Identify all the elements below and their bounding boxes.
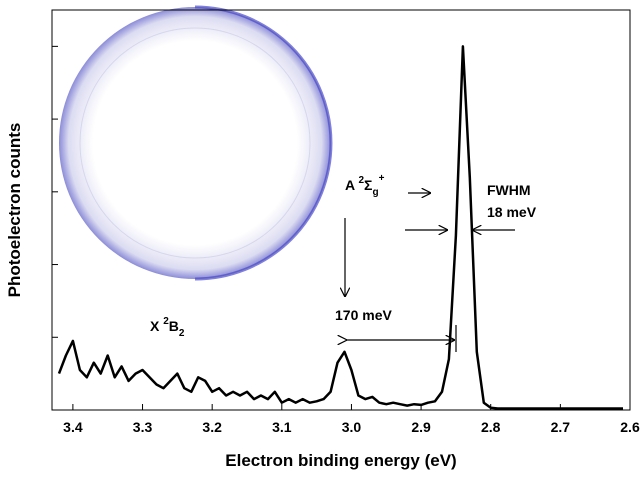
x-tick-label: 2.8 [481,419,501,435]
x-tick-label: 2.6 [620,419,640,435]
x-tick-label: 2.7 [551,419,571,435]
x-tick-label: 3.3 [133,419,153,435]
annotation: 18 meV [487,204,537,220]
annotation: FWHM [487,182,531,198]
x-tick-label: 3.2 [202,419,222,435]
annotation: 170 meV [335,307,392,323]
inset-image [59,7,331,279]
state-label: X 2B2 [150,316,185,339]
x-axis-label: Electron binding energy (eV) [225,451,456,470]
x-tick-label: 3.0 [342,419,362,435]
x-tick-label: 2.9 [411,419,431,435]
chart: Photoelectron counts Electron binding en… [0,0,643,479]
state-label: A 2Σg+ [345,173,385,198]
x-tick-label: 3.4 [63,419,83,435]
y-axis-label: Photoelectron counts [5,123,24,298]
x-tick-label: 3.1 [272,419,292,435]
